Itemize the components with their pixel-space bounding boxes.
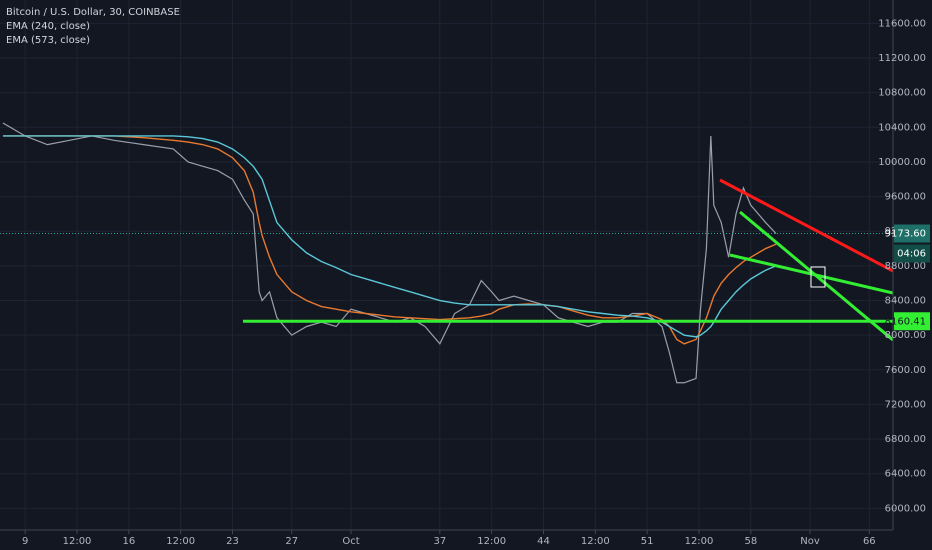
last-price-label: 9173.60 <box>885 229 926 240</box>
y-tick-label: 10000.00 <box>878 157 926 168</box>
x-tick-label: 51 <box>641 536 654 547</box>
x-tick-label: 27 <box>285 536 298 547</box>
legend-entry: Bitcoin / U.S. Dollar, 30, COINBASE <box>6 7 180 18</box>
axes: 6000.00 6400.00 6800.00 7200.00 7600.00 8000.… <box>22 18 930 547</box>
legend-entry: EMA (240, close) <box>6 21 90 32</box>
y-tick-label: 6000.00 <box>885 503 926 514</box>
grid <box>0 0 893 530</box>
y-tick-label: 10400.00 <box>878 122 926 133</box>
price-axis <box>893 0 932 550</box>
last-price-tag <box>894 224 930 243</box>
x-tick-label: 16 <box>122 536 135 547</box>
x-tick-label: 12:00 <box>63 536 92 547</box>
legend: Bitcoin / U.S. Dollar, 30, COINBASE EMA (… <box>6 7 180 46</box>
x-tick-label: 12:00 <box>477 536 506 547</box>
x-tick-label: 37 <box>433 536 446 547</box>
x-tick-label: Oct <box>342 536 359 547</box>
x-tick-label: 12:00 <box>166 536 195 547</box>
series-line <box>2 135 777 338</box>
legend-entry: EMA (573, close) <box>6 35 90 46</box>
y-tick-label: 7600.00 <box>885 365 926 376</box>
y-tick-label: 10800.00 <box>878 88 926 99</box>
y-tick-label: 7200.00 <box>885 399 926 410</box>
drawings <box>719 178 894 342</box>
countdown-label: 04:06 <box>897 249 926 260</box>
y-tick-label: 11600.00 <box>878 18 926 29</box>
x-tick-label: 23 <box>226 536 239 547</box>
y-tick-label: 6800.00 <box>885 434 926 445</box>
x-tick-label: 66 <box>863 536 876 547</box>
y-tick-label: 8800.00 <box>885 261 926 272</box>
level-tag <box>894 312 930 331</box>
y-tick-label: 9600.00 <box>885 192 926 203</box>
y-tick-label: 11200.00 <box>878 53 926 64</box>
trend-line <box>719 178 894 273</box>
x-tick-label: 12:00 <box>685 536 714 547</box>
level-label: 8160.41 <box>885 316 926 327</box>
series-line <box>2 135 777 345</box>
y-tick-label: 6400.00 <box>885 469 926 480</box>
x-tick-label: 12:00 <box>581 536 610 547</box>
y-tick-label: 8400.00 <box>885 296 926 307</box>
y-tick-label: 8000.00 <box>885 330 926 341</box>
x-tick-label: 58 <box>744 536 757 547</box>
marker-box <box>810 266 826 288</box>
x-tick-label: 9 <box>22 536 28 547</box>
plot <box>0 122 893 384</box>
x-tick-label: 44 <box>537 536 550 547</box>
x-tick-label: Nov <box>800 536 820 547</box>
countdown-tag <box>894 244 930 263</box>
